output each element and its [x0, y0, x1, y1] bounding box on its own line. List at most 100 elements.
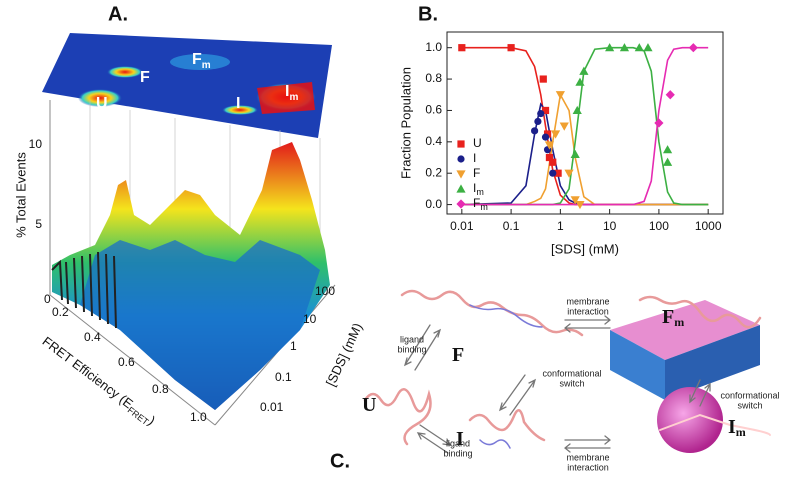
panel-label: B.: [418, 3, 438, 25]
note: binding: [397, 344, 426, 354]
x-tick-label: 0.4: [84, 330, 101, 344]
legend-name: I: [473, 181, 476, 195]
point: [634, 43, 644, 52]
point: [575, 77, 585, 86]
note: conformational: [720, 390, 779, 400]
point: [662, 145, 673, 154]
legend-label: F: [473, 166, 480, 180]
point: [554, 169, 562, 177]
point: [458, 44, 466, 52]
legend-name: F: [473, 196, 480, 210]
x-tick-label: 0.1: [503, 219, 520, 233]
y-tick-label: 1.0: [425, 40, 442, 54]
x-tick-label: 1.0: [190, 410, 207, 424]
legend-marker: [457, 155, 465, 163]
legend-marker: [456, 199, 466, 209]
point: [605, 43, 615, 52]
legend-label: U: [473, 136, 482, 150]
panel-label: A.: [108, 3, 128, 25]
map-labels: U F Fm I Im: [96, 51, 298, 112]
note: membrane: [566, 452, 609, 462]
point: [545, 153, 554, 162]
x-tick-label: 0.8: [152, 382, 169, 396]
y-tick-label: 0.0: [425, 197, 442, 211]
state-label: Im: [728, 416, 746, 439]
state-label: I: [456, 428, 464, 450]
z-axis-label: % Total Events: [13, 152, 28, 238]
plot-frame: [446, 31, 724, 215]
point: [544, 141, 555, 150]
legend-label: Im: [473, 181, 484, 197]
point: [541, 106, 550, 115]
point: [507, 44, 515, 52]
note: binding: [443, 448, 472, 458]
y-tick-label: 10: [303, 312, 317, 326]
map-label: Fm: [192, 51, 211, 70]
note: conformational: [542, 368, 601, 378]
y-tick-label: 0.4: [425, 134, 442, 148]
y-tick-label: 0.2: [425, 165, 442, 179]
point: [688, 43, 698, 53]
y-tick-label: 0.1: [275, 370, 292, 384]
x-tick-label: 1000: [695, 219, 722, 233]
point: [665, 90, 675, 100]
y-tick-label: 0.6: [425, 103, 442, 117]
x-tick-label: 0.01: [450, 219, 474, 233]
point: [531, 127, 539, 135]
state-label: Fm: [662, 306, 684, 329]
point: [619, 43, 630, 52]
panel-label: C.: [330, 450, 350, 472]
point: [543, 130, 552, 138]
x-tick-label: 10: [603, 219, 617, 233]
legend-marker: [456, 184, 466, 193]
y-axis-label: [SDS] (mM): [323, 321, 365, 389]
y-tick-label: 0.01: [260, 400, 284, 414]
point: [537, 109, 545, 118]
point: [541, 133, 550, 141]
note: interaction: [567, 462, 609, 472]
x-tick-label: 0.6: [118, 355, 135, 369]
point: [572, 105, 582, 115]
surface-plot: [42, 33, 336, 426]
z-tick-label: 5: [35, 217, 42, 231]
legend-sub: m: [476, 187, 484, 197]
note: switch: [737, 400, 762, 410]
line-chart: 0.0 0.2 0.4 0.6 0.8 1.0 0.01 0.1 1 10 100 1000 [SDS]…: [398, 31, 724, 256]
point: [570, 149, 580, 158]
legend-label: I: [473, 151, 476, 165]
point: [559, 122, 569, 131]
point: [564, 169, 574, 178]
legend-name: I: [473, 151, 476, 165]
x-tick-label: 0: [44, 292, 51, 306]
x-tick-label: 100: [649, 219, 669, 233]
legend-name: F: [473, 166, 480, 180]
point: [534, 117, 542, 126]
point: [549, 158, 557, 166]
legend-label: Fm: [473, 196, 488, 212]
map-label: I: [236, 95, 240, 112]
fit-curve: [461, 46, 709, 206]
map-label: F: [140, 69, 150, 86]
point: [579, 66, 589, 75]
y-tick-label: 100: [315, 284, 335, 298]
x-tick-label: 1: [557, 219, 564, 233]
point: [575, 200, 585, 210]
state-label: U: [362, 394, 376, 416]
transition-notes: membrane interaction ligand binding conf…: [397, 296, 779, 472]
point: [550, 130, 561, 139]
y-tick-label: 1: [290, 339, 297, 353]
note: membrane: [566, 296, 609, 306]
y-tick-label: 0.8: [425, 71, 442, 85]
point: [539, 75, 547, 83]
point: [570, 196, 580, 205]
legend-name: U: [473, 136, 482, 150]
diagram: [363, 289, 771, 454]
point: [662, 157, 673, 166]
fit-curve: [461, 92, 709, 206]
fit-curve: [461, 102, 709, 206]
map-label: U: [96, 95, 108, 112]
x-tick-label: 0.2: [52, 305, 69, 319]
point: [643, 43, 653, 52]
point: [654, 118, 664, 128]
